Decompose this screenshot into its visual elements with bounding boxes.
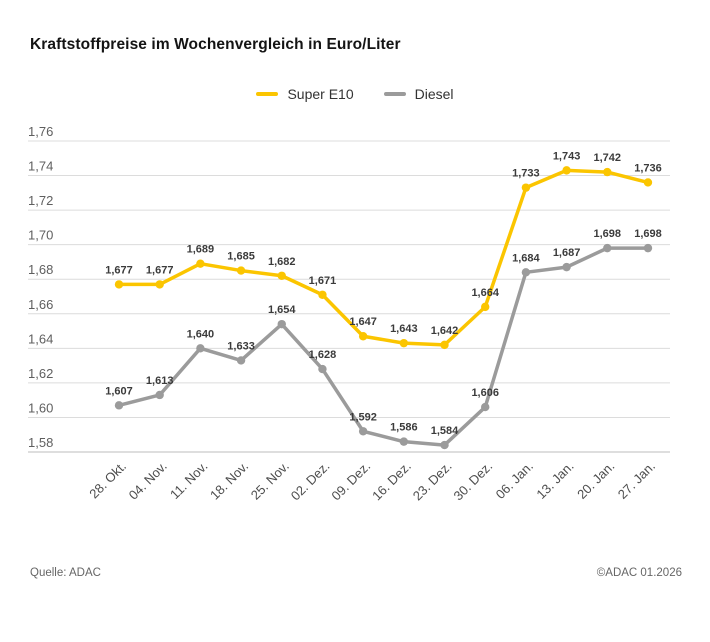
- svg-text:1,664: 1,664: [471, 287, 499, 299]
- svg-text:13. Jan.: 13. Jan.: [533, 459, 576, 502]
- svg-text:1,68: 1,68: [28, 262, 53, 277]
- legend-label-diesel: Diesel: [414, 86, 454, 102]
- svg-text:1,742: 1,742: [594, 152, 622, 164]
- svg-text:1,733: 1,733: [512, 168, 540, 180]
- copyright-note: ©ADAC 01.2026: [596, 567, 682, 579]
- svg-text:27. Jan.: 27. Jan.: [615, 459, 658, 502]
- svg-text:1,628: 1,628: [309, 349, 337, 361]
- source-note: Quelle: ADAC: [30, 567, 101, 579]
- svg-text:1,698: 1,698: [634, 228, 662, 240]
- svg-text:16. Dez.: 16. Dez.: [369, 459, 414, 504]
- svg-text:1,640: 1,640: [187, 328, 215, 340]
- svg-text:1,689: 1,689: [187, 244, 215, 256]
- legend-item-super-e10: Super E10: [256, 86, 354, 102]
- svg-text:23. Dez.: 23. Dez.: [410, 459, 455, 504]
- legend: Super E10 Diesel: [0, 86, 710, 102]
- svg-text:1,606: 1,606: [471, 387, 499, 399]
- svg-text:1,62: 1,62: [28, 366, 53, 381]
- legend-swatch-super-e10-icon: [256, 91, 279, 97]
- svg-text:1,682: 1,682: [268, 256, 296, 268]
- chart-footer: Quelle: ADAC ©ADAC 01.2026: [30, 567, 682, 579]
- svg-text:06. Jan.: 06. Jan.: [493, 459, 536, 502]
- svg-text:1,586: 1,586: [390, 422, 418, 434]
- svg-text:18. Nov.: 18. Nov.: [207, 459, 251, 503]
- svg-text:1,633: 1,633: [227, 340, 255, 352]
- svg-text:11. Nov.: 11. Nov.: [167, 459, 210, 502]
- legend-swatch-diesel-icon: [383, 91, 406, 97]
- svg-text:25. Nov.: 25. Nov.: [248, 459, 292, 503]
- svg-text:02. Dez.: 02. Dez.: [288, 459, 333, 504]
- svg-text:1,584: 1,584: [431, 425, 459, 437]
- svg-text:1,70: 1,70: [28, 228, 53, 243]
- svg-text:1,685: 1,685: [227, 251, 255, 263]
- page-title: Kraftstoffpreise im Wochenvergleich in E…: [30, 36, 401, 53]
- svg-text:1,743: 1,743: [553, 150, 581, 162]
- svg-text:1,60: 1,60: [28, 400, 53, 415]
- legend-item-diesel: Diesel: [383, 86, 454, 102]
- svg-text:04. Nov.: 04. Nov.: [126, 459, 170, 503]
- svg-text:20. Jan.: 20. Jan.: [574, 459, 617, 502]
- svg-text:1,592: 1,592: [349, 411, 377, 423]
- svg-text:1,671: 1,671: [309, 275, 337, 287]
- svg-text:1,72: 1,72: [28, 193, 53, 208]
- svg-text:1,643: 1,643: [390, 323, 418, 335]
- svg-text:1,607: 1,607: [105, 385, 133, 397]
- legend-label-super-e10: Super E10: [287, 86, 354, 102]
- svg-text:28. Okt.: 28. Okt.: [86, 459, 129, 502]
- svg-text:1,76: 1,76: [28, 124, 53, 139]
- svg-text:1,654: 1,654: [268, 304, 296, 316]
- svg-text:1,66: 1,66: [28, 297, 53, 312]
- svg-text:1,698: 1,698: [594, 228, 622, 240]
- svg-text:1,736: 1,736: [634, 162, 662, 174]
- svg-text:1,642: 1,642: [431, 325, 459, 337]
- svg-text:1,613: 1,613: [146, 375, 174, 387]
- svg-text:1,647: 1,647: [349, 316, 377, 328]
- svg-text:09. Dez.: 09. Dez.: [328, 459, 373, 504]
- svg-text:1,684: 1,684: [512, 252, 540, 264]
- svg-text:1,58: 1,58: [28, 435, 53, 450]
- svg-text:1,74: 1,74: [28, 159, 53, 174]
- line-chart: 1,76 1,74 1,72 1,70 1,68 1,66 1,64 1,62 1,60 1,58…: [28, 124, 670, 504]
- svg-text:1,677: 1,677: [146, 264, 174, 276]
- svg-text:30. Dez.: 30. Dez.: [450, 459, 495, 504]
- svg-text:1,687: 1,687: [553, 247, 581, 259]
- svg-text:1,64: 1,64: [28, 331, 53, 346]
- svg-text:1,677: 1,677: [105, 264, 133, 276]
